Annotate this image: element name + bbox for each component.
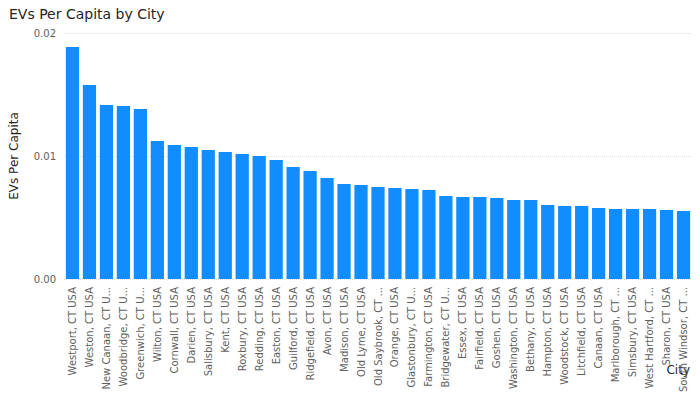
svg-text:South Windsor, CT ...: South Windsor, CT ...	[678, 287, 689, 392]
svg-text:Westport, CT USA: Westport, CT USA	[67, 287, 78, 376]
svg-text:Avon, CT USA: Avon, CT USA	[322, 287, 333, 355]
svg-text:Kent, CT USA: Kent, CT USA	[220, 287, 231, 353]
svg-text:Redding, CT USA: Redding, CT USA	[254, 287, 265, 371]
svg-text:Old Lyme, CT USA: Old Lyme, CT USA	[356, 287, 367, 377]
svg-text:Ridgefield, CT USA: Ridgefield, CT USA	[305, 287, 316, 381]
svg-text:Roxbury, CT USA: Roxbury, CT USA	[237, 287, 248, 371]
svg-text:Guilford, CT USA: Guilford, CT USA	[288, 287, 299, 370]
svg-text:Farmington, CT USA: Farmington, CT USA	[423, 287, 434, 387]
svg-text:Goshen, CT USA: Goshen, CT USA	[491, 287, 502, 368]
svg-text:Greenwich, CT U...: Greenwich, CT U...	[135, 287, 146, 380]
svg-text:Darien, CT USA: Darien, CT USA	[186, 287, 197, 364]
svg-text:Weston, CT USA: Weston, CT USA	[84, 287, 95, 368]
svg-text:0.00: 0.00	[34, 274, 56, 285]
svg-text:Fairfield, CT USA: Fairfield, CT USA	[474, 287, 485, 370]
svg-text:Old Saybrook, CT ...: Old Saybrook, CT ...	[373, 287, 384, 386]
svg-text:0.01: 0.01	[34, 151, 56, 162]
svg-text:Litchfield, CT USA: Litchfield, CT USA	[576, 287, 587, 376]
svg-text:EVs Per Capita: EVs Per Capita	[7, 112, 21, 200]
svg-text:Hampton, CT USA: Hampton, CT USA	[542, 287, 553, 377]
svg-text:0.02: 0.02	[34, 28, 56, 39]
svg-text:Madison, CT USA: Madison, CT USA	[339, 287, 350, 372]
svg-text:Easton, CT USA: Easton, CT USA	[271, 287, 282, 365]
svg-text:Glastonbury, CT U...: Glastonbury, CT U...	[406, 287, 417, 387]
svg-text:Wilton, CT USA: Wilton, CT USA	[152, 287, 163, 362]
svg-text:Bridgewater, CT U...: Bridgewater, CT U...	[440, 287, 451, 388]
svg-text:West Hartford, CT ...: West Hartford, CT ...	[644, 287, 655, 389]
svg-text:Marlborough, CT ...: Marlborough, CT ...	[610, 287, 621, 382]
svg-text:Salisbury, CT USA: Salisbury, CT USA	[203, 287, 214, 376]
svg-text:Washington, CT USA: Washington, CT USA	[508, 287, 519, 389]
svg-text:Canaan, CT USA: Canaan, CT USA	[593, 287, 604, 369]
svg-text:EVs Per Capita by City: EVs Per Capita by City	[9, 6, 165, 22]
svg-text:New Canaan, CT U...: New Canaan, CT U...	[101, 287, 112, 390]
svg-text:Orange, CT USA: Orange, CT USA	[389, 287, 400, 367]
svg-text:Essex, CT USA: Essex, CT USA	[457, 287, 468, 359]
svg-text:Woodstock, CT USA: Woodstock, CT USA	[559, 287, 570, 385]
svg-text:Bethany, CT USA: Bethany, CT USA	[525, 287, 536, 372]
svg-text:Sharon, CT USA: Sharon, CT USA	[661, 287, 672, 366]
svg-text:Woodbridge, CT U...: Woodbridge, CT U...	[118, 287, 129, 386]
svg-text:Cornwall, CT USA: Cornwall, CT USA	[169, 287, 180, 374]
svg-text:Simsbury, CT USA: Simsbury, CT USA	[627, 287, 638, 377]
